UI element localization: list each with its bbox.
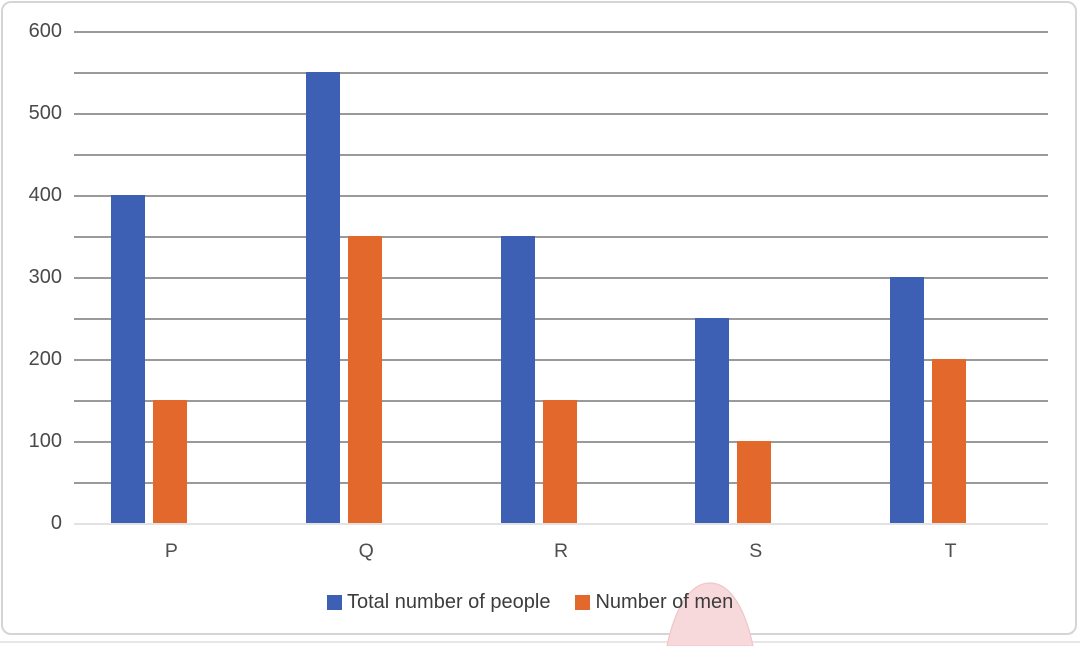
legend-item-men: Number of men: [575, 591, 733, 614]
x-category-label-S: S: [749, 540, 763, 562]
bar-total-S: [695, 318, 730, 523]
bar-total-P: [111, 195, 145, 523]
x-category-label-T: T: [944, 540, 957, 562]
y-tick-label: 200: [28, 348, 62, 370]
gridline: [74, 236, 1048, 238]
bar-total-T: [890, 277, 925, 523]
y-tick-label: 400: [28, 184, 62, 206]
y-tick-label: 300: [28, 266, 62, 288]
legend-label: Total number of people: [347, 591, 551, 613]
gridline: [74, 318, 1048, 320]
gridline: [74, 359, 1048, 361]
bottom-edge-line: [0, 641, 1080, 643]
gridline: [74, 154, 1048, 156]
bar-men-T: [932, 359, 967, 523]
bar-total-Q: [305, 72, 340, 523]
x-category-label-R: R: [553, 540, 569, 562]
plot-area: [74, 31, 1048, 525]
bar-men-R: [542, 400, 577, 523]
x-category-label-P: P: [164, 540, 178, 562]
x-axis-line: [74, 523, 1048, 525]
bar-men-Q: [347, 236, 382, 523]
bar-men-P: [153, 400, 187, 523]
legend-label: Number of men: [595, 591, 734, 613]
gridline: [74, 72, 1048, 74]
bar-total-R: [500, 236, 535, 523]
gridline: [74, 113, 1048, 115]
legend-item-total: Total number of people: [327, 591, 550, 614]
gridline: [74, 31, 1048, 33]
legend-swatch-icon: [327, 595, 342, 610]
y-tick-label: 500: [28, 102, 62, 124]
x-category-label-Q: Q: [358, 540, 374, 562]
bar-men-S: [737, 441, 772, 523]
y-tick-label: 100: [28, 430, 62, 452]
legend: Total number of people Number of men: [327, 591, 733, 614]
gridline: [74, 277, 1048, 279]
gridline: [74, 195, 1048, 197]
legend-swatch-icon: [575, 595, 591, 610]
y-tick-label: 600: [28, 20, 62, 42]
y-tick-label: 0: [50, 512, 62, 534]
